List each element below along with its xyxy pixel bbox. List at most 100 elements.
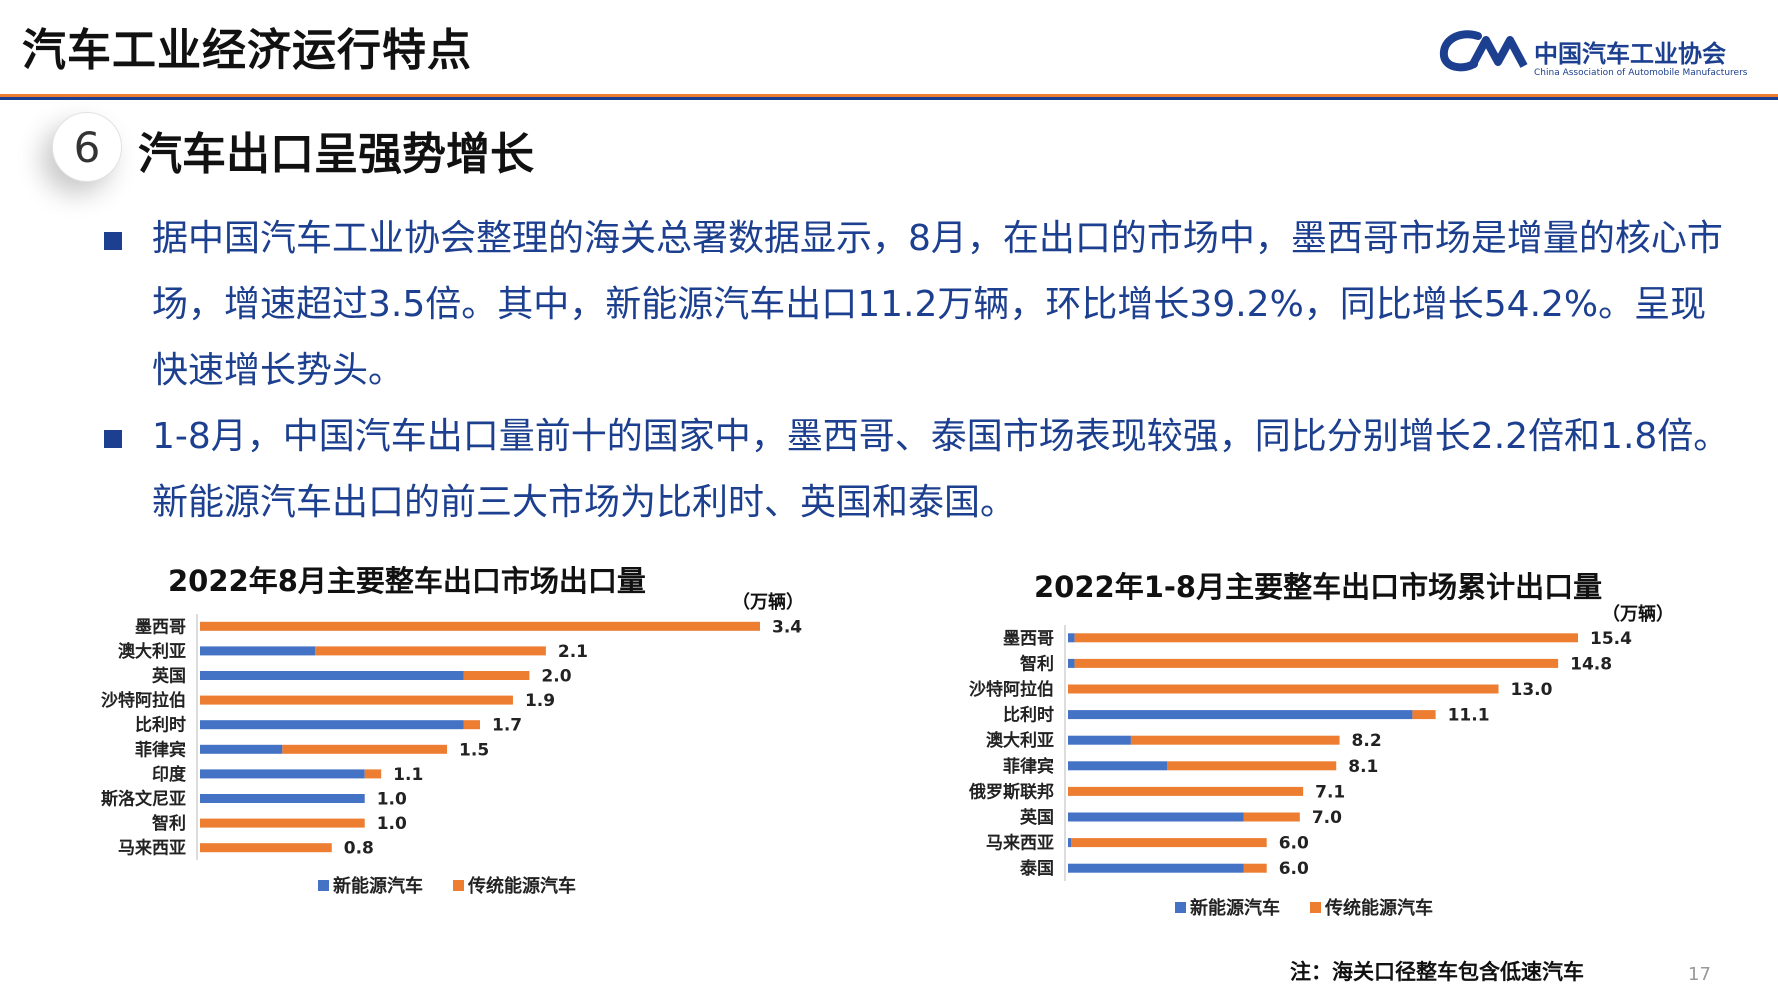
bar-segment-nev [1068, 658, 1075, 668]
bar-segment-nev [1068, 838, 1072, 848]
bar-segment-nev [1068, 761, 1168, 771]
bar-segment-traditional [1130, 735, 1340, 745]
chart-august-export: 墨西哥 3.4 澳大利亚 2.1 英国 2.0 沙特阿拉伯 1.9 比利时 1.7 菲律宾 1.5 印度… [101, 614, 802, 860]
bullet-text: 据中国汽车工业协会整理的海关总署数据显示，8月，在出口的市场中，墨西哥市场是增量… [152, 218, 1723, 391]
bullet-square-icon [104, 232, 122, 250]
bar-segment-nev [1068, 863, 1244, 873]
legend-swatch-nev [318, 879, 329, 891]
bar-segment-traditional [1068, 786, 1304, 796]
bar-segment-nev [1068, 633, 1075, 643]
section-number-badge: 6 [52, 112, 122, 182]
bar-segment-traditional [1074, 633, 1578, 643]
chart-title-august: 2022年8月主要整车出口市场出口量 [168, 564, 646, 598]
footnote: 注：海关口径整车包含低速汽车 [1290, 960, 1584, 984]
bar-value-label: 15.4 [1590, 629, 1632, 649]
caam-logo-icon [1439, 30, 1528, 72]
bar-segment-traditional [1243, 863, 1267, 873]
bar-value-label: 13.0 [1511, 680, 1553, 700]
header-rule-orange [0, 94, 1778, 97]
bar-segment-traditional [1071, 838, 1267, 848]
bar-segment-nev [1068, 710, 1413, 720]
category-label: 印度 [152, 764, 187, 785]
legend-august: 新能源汽车 传统能源汽车 [318, 872, 576, 898]
bar-value-label: 11.1 [1448, 706, 1490, 726]
section-title: 汽车出口呈强势增长 [138, 129, 534, 180]
bar-segment-traditional [1412, 710, 1436, 720]
category-label: 泰国 [1020, 858, 1054, 879]
category-label: 菲律宾 [1003, 756, 1054, 777]
chart-unit-august: （万辆） [732, 592, 804, 613]
bar-segment-nev [200, 744, 283, 754]
bar-value-label: 1.9 [525, 691, 555, 711]
bar-segment-nev [1068, 735, 1131, 745]
legend-item-nev: 新能源汽车 [318, 872, 423, 898]
bar-value-label: 2.0 [541, 667, 571, 687]
header-rule-blue [0, 97, 1778, 100]
category-label: 英国 [1020, 807, 1054, 828]
chart-jan-aug-export: 墨西哥 15.4 智利 14.8 沙特阿拉伯 13.0 比利时 11.1 澳大利亚 8.2 菲律宾 8… [968, 625, 1632, 881]
chart-unit-jan-aug: （万辆） [1602, 604, 1674, 625]
bar-segment-traditional [1074, 658, 1559, 668]
bar-value-label: 7.0 [1312, 808, 1342, 828]
legend-label-nev: 新能源汽车 [1190, 898, 1280, 919]
slide-title: 汽车工业经济运行特点 [22, 25, 472, 76]
bar-value-label: 1.7 [492, 716, 522, 736]
category-label: 澳大利亚 [118, 641, 186, 662]
bar-value-label: 6.0 [1279, 859, 1309, 879]
legend-swatch-traditional [453, 879, 464, 891]
bullet-text: 1-8月，中国汽车出口量前十的国家中，墨西哥、泰国市场表现较强，同比分别增长2.… [152, 416, 1730, 523]
bar-segment-nev [200, 720, 464, 730]
legend-label-nev: 新能源汽车 [333, 876, 423, 897]
logo-name: 中国汽车工业协会 [1534, 40, 1726, 68]
bar-value-label: 6.0 [1279, 834, 1309, 854]
bar-segment-traditional [1068, 684, 1499, 694]
bar-segment-traditional [1167, 761, 1337, 771]
bar-segment-nev [200, 646, 316, 656]
bar-segment-traditional [1243, 812, 1300, 822]
legend-jan-aug: 新能源汽车 传统能源汽车 [1175, 894, 1433, 920]
bullet-item: 1-8月，中国汽车出口量前十的国家中，墨西哥、泰国市场表现较强，同比分别增长2.… [102, 404, 1742, 536]
caam-logo: 中国汽车工业协会 China Association of Automobile… [1438, 28, 1747, 88]
bar-value-label: 14.8 [1570, 654, 1612, 674]
legend-label-traditional: 传统能源汽车 [468, 876, 576, 897]
legend-item-traditional: 传统能源汽车 [453, 872, 576, 898]
bullet-item: 据中国汽车工业协会整理的海关总署数据显示，8月，在出口的市场中，墨西哥市场是增量… [102, 206, 1742, 404]
legend-item-nev: 新能源汽车 [1175, 894, 1280, 920]
category-label: 比利时 [1003, 705, 1054, 726]
category-label: 墨西哥 [135, 617, 186, 637]
bar-value-label: 1.0 [377, 790, 407, 810]
legend-swatch-nev [1175, 901, 1186, 913]
category-label: 马来西亚 [118, 838, 186, 859]
chart-title-jan-aug: 2022年1-8月主要整车出口市场累计出口量 [1034, 570, 1603, 604]
bar-value-label: 0.8 [344, 839, 374, 859]
bar-segment-traditional [200, 695, 513, 705]
bar-value-label: 2.1 [558, 642, 588, 662]
category-label: 沙特阿拉伯 [969, 679, 1054, 700]
page-number: 17 [1688, 964, 1711, 985]
category-label: 俄罗斯联邦 [968, 781, 1054, 802]
category-label: 智利 [1020, 653, 1054, 674]
bar-value-label: 1.1 [393, 765, 423, 785]
bar-value-label: 1.0 [377, 814, 407, 834]
category-label: 澳大利亚 [986, 730, 1054, 751]
bullet-square-icon [104, 430, 122, 448]
category-label: 马来西亚 [986, 833, 1054, 854]
bar-segment-traditional [364, 769, 382, 779]
category-label: 比利时 [135, 715, 186, 736]
bar-value-label: 8.1 [1348, 757, 1378, 777]
bar-segment-nev [1068, 812, 1244, 822]
category-label: 沙特阿拉伯 [101, 690, 186, 711]
bar-segment-traditional [282, 744, 448, 754]
bar-segment-traditional [463, 720, 480, 730]
legend-label-traditional: 传统能源汽车 [1325, 898, 1433, 919]
bar-segment-nev [200, 794, 365, 803]
category-label: 菲律宾 [135, 739, 186, 760]
legend-item-traditional: 传统能源汽车 [1310, 894, 1433, 920]
bar-value-label: 7.1 [1315, 782, 1345, 802]
bar-segment-traditional [200, 843, 332, 853]
bar-segment-traditional [315, 646, 546, 656]
bar-value-label: 8.2 [1352, 731, 1382, 751]
bar-segment-traditional [463, 671, 530, 680]
category-label: 墨西哥 [1003, 629, 1054, 649]
bar-segment-traditional [200, 621, 760, 631]
